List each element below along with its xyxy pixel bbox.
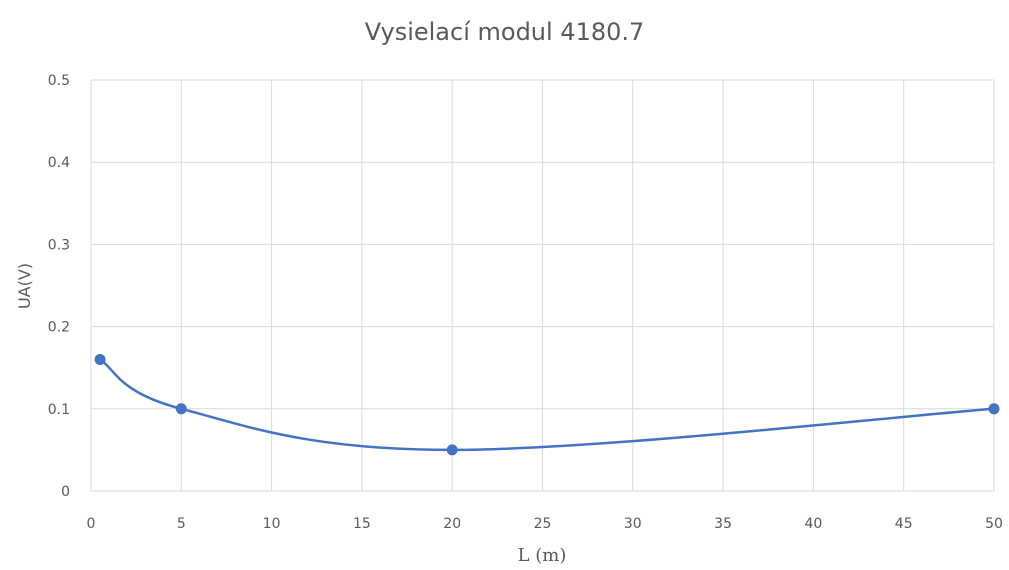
- axis-layer: 0 5 10 15 20 25 30 35 40 45 50 0 0.1 0.2 0.3 0.4 0.5: [48, 73, 1003, 532]
- y-tick-label-3: 0.3: [48, 237, 70, 253]
- x-tick-label-9: 45: [895, 516, 913, 532]
- x-tick-label-10: 50: [985, 516, 1003, 532]
- x-axis-label: L (m): [518, 545, 567, 566]
- x-tick-label-8: 40: [804, 516, 822, 532]
- chart-title: Vysielací modul 4180.7: [365, 18, 645, 46]
- x-tick-label-4: 20: [443, 516, 461, 532]
- x-tick-label-3: 15: [353, 516, 371, 532]
- y-axis-label: UA(V): [15, 263, 34, 309]
- series-layer: [94, 353, 1000, 456]
- x-tick-label-6: 30: [624, 516, 642, 532]
- grid-layer: [90, 79, 995, 492]
- x-tick-label-7: 35: [714, 516, 732, 532]
- y-tick-label-5: 0.5: [48, 73, 70, 89]
- y-tick-label-2: 0.2: [48, 320, 70, 336]
- data-point-0-1: [175, 403, 187, 415]
- data-point-0-3: [988, 403, 1000, 415]
- x-tick-label-2: 10: [263, 516, 281, 532]
- y-tick-label-0: 0: [61, 484, 70, 500]
- x-tick-label-5: 25: [534, 516, 552, 532]
- series-line-0: [98, 358, 996, 452]
- y-axis-label-main: UA(V): [15, 263, 34, 309]
- y-tick-label-4: 0.4: [48, 155, 70, 171]
- y-tick-label-1: 0.1: [48, 402, 70, 418]
- x-tick-label-1: 5: [177, 516, 186, 532]
- data-point-0-2: [446, 444, 458, 456]
- x-tick-label-0: 0: [87, 516, 96, 532]
- data-point-0-0: [94, 353, 106, 365]
